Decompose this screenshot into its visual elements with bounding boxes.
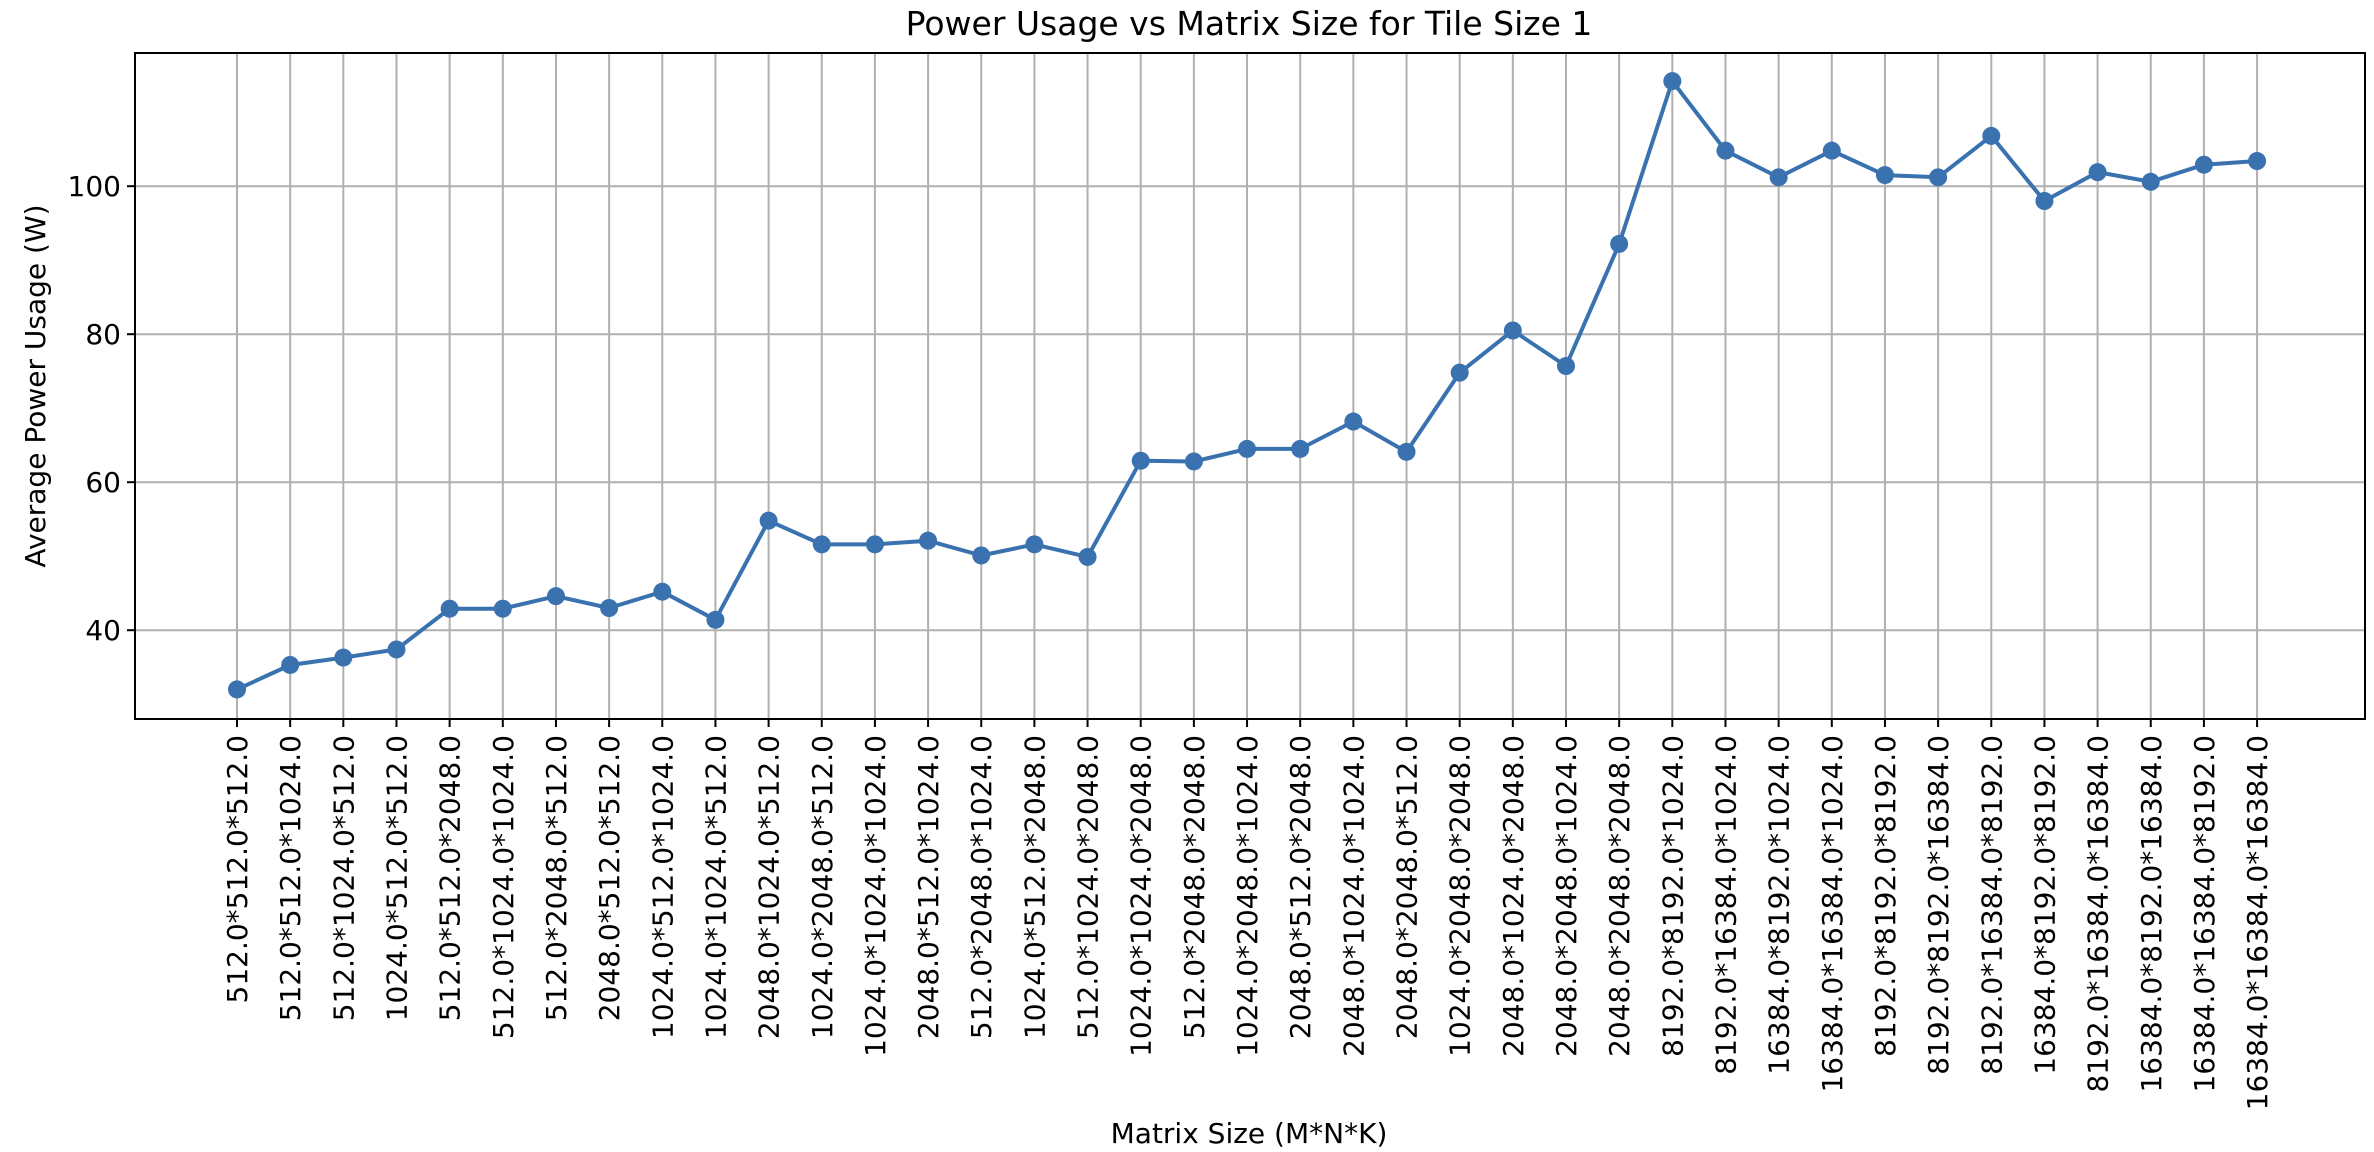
data-point (1822, 141, 1841, 160)
x-tick-label: 8192.0*16384.0*8192.0 (1975, 735, 2008, 1075)
data-point (1131, 451, 1150, 470)
x-tick-label: 8192.0*16384.0*16384.0 (2082, 735, 2115, 1093)
x-tick-label: 512.0*2048.0*1024.0 (965, 735, 998, 1039)
data-point (2088, 163, 2107, 182)
data-point (1025, 535, 1044, 554)
x-tick-label: 512.0*1024.0*512.0 (327, 735, 360, 1021)
data-point (1769, 168, 1788, 187)
data-point (1503, 321, 1522, 340)
data-point (1663, 72, 1682, 91)
x-tick-label: 1024.0*2048.0*2048.0 (1444, 735, 1477, 1057)
data-point (1078, 547, 1097, 566)
x-tick-label: 512.0*512.0*512.0 (221, 735, 254, 1003)
x-tick-label: 16384.0*8192.0*8192.0 (2028, 735, 2061, 1075)
data-point (1291, 439, 1310, 458)
x-tick-label: 16384.0*16384.0*8192.0 (2188, 735, 2221, 1093)
data-point (759, 511, 778, 530)
x-tick-label: 2048.0*512.0*2048.0 (1284, 735, 1317, 1039)
data-point (1610, 234, 1629, 253)
x-tick-label: 16384.0*8192.0*1024.0 (1763, 735, 1796, 1075)
x-tick-label: 1024.0*512.0*512.0 (380, 735, 413, 1021)
data-point (865, 535, 884, 554)
data-point (1929, 168, 1948, 187)
data-point (2141, 172, 2160, 191)
data-point (228, 680, 246, 699)
data-point (546, 587, 565, 606)
x-tick-label: 1024.0*512.0*1024.0 (646, 735, 679, 1039)
x-tick-label: 512.0*2048.0*2048.0 (1178, 735, 1211, 1039)
y-tick-label: 60 (85, 466, 121, 499)
data-point (600, 599, 619, 617)
x-tick-label: 512.0*2048.0*512.0 (540, 735, 573, 1021)
x-tick-label: 2048.0*2048.0*2048.0 (1603, 735, 1636, 1057)
x-tick-label: 2048.0*2048.0*512.0 (1391, 735, 1424, 1039)
x-tick-label: 8192.0*8192.0*1024.0 (1656, 735, 1689, 1057)
x-tick-label: 1024.0*1024.0*512.0 (699, 735, 732, 1039)
x-axis-label: Matrix Size (M*N*K) (1111, 1117, 1388, 1150)
x-tick-label: 2048.0*512.0*1024.0 (912, 735, 945, 1039)
x-tick-label: 2048.0*1024.0*1024.0 (1337, 735, 1370, 1057)
data-point (812, 535, 831, 554)
x-tick-label: 2048.0*1024.0*2048.0 (1497, 735, 1530, 1057)
data-point (2248, 152, 2267, 171)
plot-frame (134, 52, 2366, 720)
data-point (972, 546, 991, 565)
data-point (387, 640, 406, 659)
x-tick-label: 1024.0*2048.0*1024.0 (1231, 735, 1264, 1057)
data-point (1184, 452, 1203, 471)
y-axis-label: Average Power Usage (W) (19, 204, 52, 567)
x-tick-label: 512.0*1024.0*1024.0 (487, 735, 520, 1039)
data-point (2194, 155, 2213, 174)
data-point (493, 599, 512, 618)
x-tick-label: 16384.0*16384.0*1024.0 (1816, 735, 1849, 1093)
data-point (2035, 192, 2054, 210)
x-tick-label: 1024.0*2048.0*512.0 (806, 735, 839, 1039)
grid-layer (135, 53, 2365, 719)
data-point (281, 655, 300, 674)
x-tick-label: 2048.0*512.0*512.0 (593, 735, 626, 1021)
x-tick-label: 16384.0*8192.0*16384.0 (2135, 735, 2168, 1093)
data-point (440, 599, 459, 618)
data-point (919, 531, 938, 550)
x-tick-label: 1024.0*512.0*2048.0 (1018, 735, 1051, 1039)
data-point (334, 648, 353, 667)
data-point (706, 610, 725, 629)
y-tick-label: 40 (85, 614, 121, 647)
marker-layer (228, 72, 2267, 699)
x-tick-label: 512.0*1024.0*2048.0 (1072, 735, 1105, 1039)
x-tick-label: 2048.0*1024.0*512.0 (753, 735, 786, 1039)
data-point (1716, 141, 1735, 160)
x-tick-label: 512.0*512.0*2048.0 (434, 735, 467, 1021)
data-point (1344, 412, 1363, 431)
data-point (1875, 166, 1894, 185)
data-point (1450, 363, 1469, 382)
data-point (1982, 126, 2001, 145)
x-tick-label: 1024.0*1024.0*1024.0 (859, 735, 892, 1057)
chart-title: Power Usage vs Matrix Size for Tile Size… (906, 4, 1593, 43)
data-point (1238, 439, 1257, 458)
data-point (1557, 357, 1575, 376)
x-tick-label: 16384.0*16384.0*16384.0 (2241, 735, 2274, 1110)
x-tick-label: 512.0*512.0*1024.0 (274, 735, 307, 1021)
x-tick-label: 8192.0*16384.0*1024.0 (1709, 735, 1742, 1075)
y-tick-label: 80 (85, 318, 121, 351)
x-tick-label: 8192.0*8192.0*8192.0 (1869, 735, 1902, 1057)
x-axis-ticks: 512.0*512.0*512.0 512.0*512.0*1024.0 512.0… (221, 719, 2274, 1110)
y-tick-label: 100 (68, 170, 121, 203)
data-point (653, 582, 672, 601)
x-tick-label: 2048.0*2048.0*1024.0 (1550, 735, 1583, 1057)
x-tick-label: 8192.0*8192.0*16384.0 (1922, 735, 1955, 1075)
data-point (1397, 442, 1416, 461)
y-axis-ticks: 40 60 80 100 (68, 170, 135, 647)
x-tick-label: 1024.0*1024.0*2048.0 (1125, 735, 1158, 1057)
